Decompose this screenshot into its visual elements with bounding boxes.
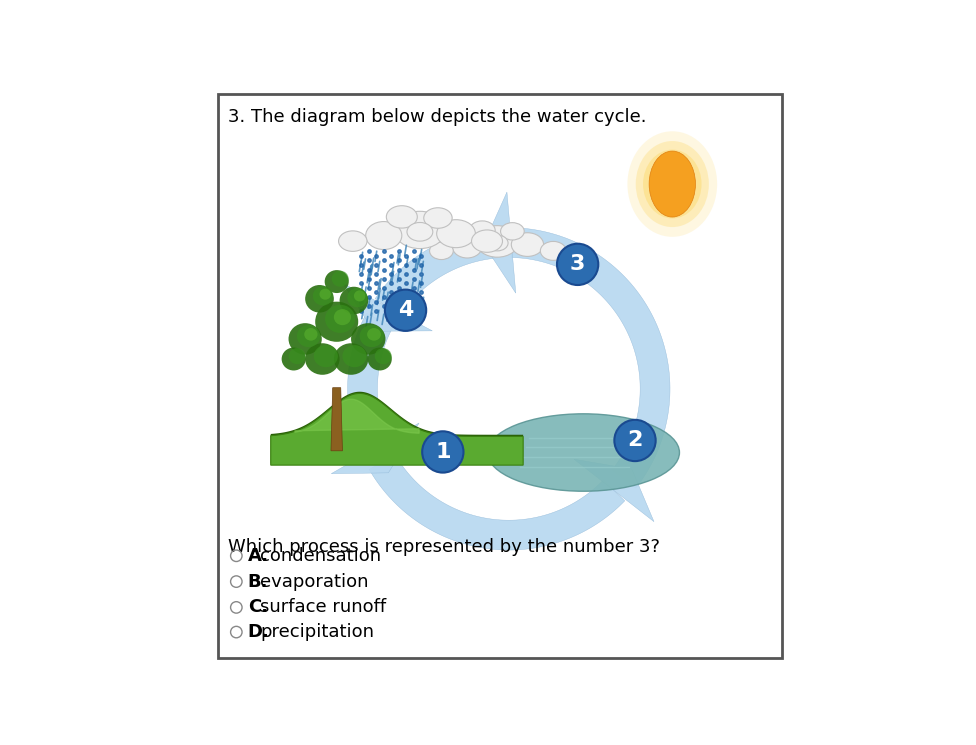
Text: 3. The diagram below depicts the water cycle.: 3. The diagram below depicts the water c… <box>227 108 646 126</box>
Circle shape <box>614 420 656 461</box>
Text: B.: B. <box>248 573 268 591</box>
Ellipse shape <box>452 235 482 258</box>
Polygon shape <box>295 399 419 434</box>
Ellipse shape <box>351 323 386 355</box>
Ellipse shape <box>339 231 367 251</box>
Polygon shape <box>511 228 670 488</box>
Text: 1: 1 <box>435 442 451 462</box>
Polygon shape <box>270 393 523 465</box>
Ellipse shape <box>471 230 503 253</box>
Ellipse shape <box>635 141 709 227</box>
Ellipse shape <box>305 285 334 313</box>
Ellipse shape <box>343 345 367 367</box>
Ellipse shape <box>429 242 453 259</box>
Ellipse shape <box>325 270 348 293</box>
Ellipse shape <box>649 151 696 217</box>
Ellipse shape <box>319 288 331 299</box>
Polygon shape <box>343 283 432 332</box>
Ellipse shape <box>354 291 365 302</box>
Text: 2: 2 <box>628 431 642 451</box>
Text: C.: C. <box>248 598 268 616</box>
Ellipse shape <box>305 343 340 375</box>
Ellipse shape <box>501 223 524 240</box>
Polygon shape <box>331 423 419 474</box>
Text: 3: 3 <box>570 254 586 274</box>
Text: D.: D. <box>248 623 269 641</box>
Ellipse shape <box>313 286 333 305</box>
Ellipse shape <box>436 220 475 247</box>
Ellipse shape <box>367 328 381 340</box>
Ellipse shape <box>628 131 717 237</box>
Ellipse shape <box>347 288 367 307</box>
Ellipse shape <box>359 325 384 347</box>
Text: surface runoff: surface runoff <box>261 598 386 616</box>
Polygon shape <box>574 459 654 522</box>
Ellipse shape <box>643 150 702 218</box>
Ellipse shape <box>289 323 322 355</box>
Ellipse shape <box>289 348 305 364</box>
Circle shape <box>385 290 427 331</box>
Ellipse shape <box>334 309 351 325</box>
Text: precipitation: precipitation <box>261 623 375 641</box>
Text: evaporation: evaporation <box>261 573 369 591</box>
Ellipse shape <box>334 343 368 375</box>
Ellipse shape <box>424 208 452 228</box>
Ellipse shape <box>368 347 391 370</box>
Ellipse shape <box>407 223 432 241</box>
Ellipse shape <box>305 328 317 340</box>
Ellipse shape <box>375 348 391 364</box>
Ellipse shape <box>476 226 519 257</box>
Ellipse shape <box>282 347 305 370</box>
Circle shape <box>557 244 598 285</box>
Text: A.: A. <box>248 547 269 565</box>
Ellipse shape <box>332 270 348 287</box>
Ellipse shape <box>313 345 338 367</box>
Ellipse shape <box>340 287 368 314</box>
Polygon shape <box>375 228 498 315</box>
Ellipse shape <box>487 413 679 491</box>
Text: 4: 4 <box>398 300 413 320</box>
Polygon shape <box>347 313 392 454</box>
Ellipse shape <box>541 241 566 260</box>
Polygon shape <box>331 387 343 451</box>
Ellipse shape <box>394 212 446 249</box>
Ellipse shape <box>469 221 495 240</box>
Ellipse shape <box>366 221 402 250</box>
Ellipse shape <box>487 235 508 251</box>
Ellipse shape <box>386 206 418 228</box>
Ellipse shape <box>511 232 544 256</box>
Polygon shape <box>270 392 523 463</box>
Ellipse shape <box>315 302 358 342</box>
Circle shape <box>423 431 464 472</box>
Polygon shape <box>483 192 515 293</box>
Ellipse shape <box>325 305 355 333</box>
Ellipse shape <box>297 325 320 347</box>
Polygon shape <box>369 454 625 550</box>
Text: Which process is represented by the number 3?: Which process is represented by the numb… <box>227 538 660 556</box>
Text: condensation: condensation <box>261 547 382 565</box>
